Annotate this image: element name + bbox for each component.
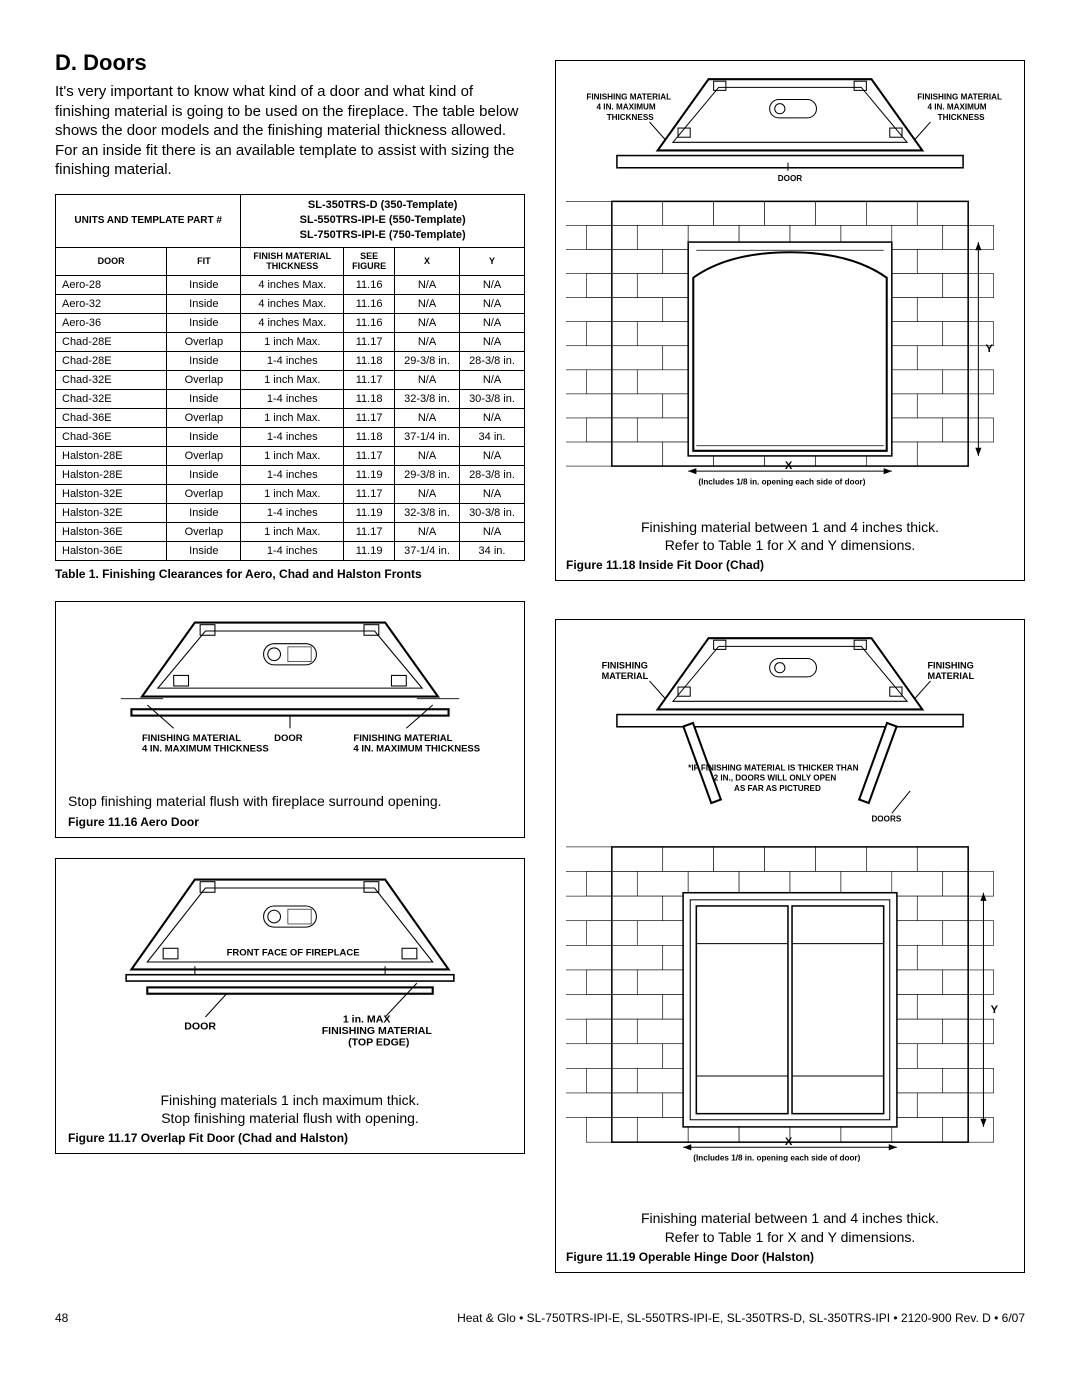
svg-text:FINISHING MATERIAL: FINISHING MATERIAL [353, 733, 452, 744]
table-row: Aero-36Inside4 inches Max.11.16N/AN/A [56, 314, 525, 333]
fig1116-caption: Figure 11.16 Aero Door [68, 815, 512, 829]
col-thickness: FINISH MATERIALTHICKNESS [241, 247, 344, 276]
figure-11-18: FINISHING MATERIAL 4 IN. MAXIMUM THICKNE… [555, 50, 1025, 589]
svg-text:AS FAR AS PICTURED: AS FAR AS PICTURED [734, 784, 821, 793]
svg-text:MATERIAL: MATERIAL [602, 671, 649, 681]
svg-text:FINISHING: FINISHING [927, 661, 973, 671]
table-row: Chad-28EInside1-4 inches11.1829-3/8 in.2… [56, 352, 525, 371]
svg-text:(TOP EDGE): (TOP EDGE) [348, 1036, 409, 1048]
table-row: Halston-36EInside1-4 inches11.1937-1/4 i… [56, 542, 525, 561]
svg-text:1 in. MAX: 1 in. MAX [343, 1013, 391, 1025]
section-paragraph: It's very important to know what kind of… [55, 82, 525, 180]
footer-text: Heat & Glo • SL-750TRS-IPI-E, SL-550TRS-… [457, 1311, 1025, 1325]
table-row: Aero-32Inside4 inches Max.11.16N/AN/A [56, 295, 525, 314]
overlap-door-diagram: FRONT FACE OF FIREPLACE DOOR 1 in. MAX F… [68, 869, 512, 1080]
figure-11-17: FRONT FACE OF FIREPLACE DOOR 1 in. MAX F… [55, 858, 525, 1155]
svg-text:Y: Y [985, 343, 993, 355]
fig1116-body: Stop finishing material flush with firep… [68, 792, 512, 810]
fig1119-body: Finishing material between 1 and 4 inche… [566, 1209, 1014, 1245]
svg-text:4 IN. MAXIMUM THICKNESS: 4 IN. MAXIMUM THICKNESS [142, 744, 269, 755]
col-fit: FIT [167, 247, 241, 276]
svg-text:DOOR: DOOR [778, 174, 803, 183]
table-row: Chad-32EOverlap1 inch Max.11.17N/AN/A [56, 371, 525, 390]
page-number: 48 [55, 1311, 68, 1325]
col-figure: SEEFIGURE [344, 247, 395, 276]
fig1117-caption: Figure 11.17 Overlap Fit Door (Chad and … [68, 1131, 512, 1145]
svg-text:FRONT FACE OF FIREPLACE: FRONT FACE OF FIREPLACE [227, 947, 360, 958]
svg-text:MATERIAL: MATERIAL [927, 671, 974, 681]
table-row: Chad-28EOverlap1 inch Max.11.17N/AN/A [56, 333, 525, 352]
svg-text:DOORS: DOORS [871, 815, 901, 824]
fig1118-body: Finishing material between 1 and 4 inche… [566, 518, 1014, 554]
svg-text:4 IN. MAXIMUM: 4 IN. MAXIMUM [597, 103, 656, 112]
halston-diagram: FINISHING MATERIAL FINISHING MATERIAL *I… [566, 628, 1014, 1198]
figure-11-16: FINISHING MATERIAL 4 IN. MAXIMUM THICKNE… [55, 601, 525, 837]
table-row: Halston-32EInside1-4 inches11.1932-3/8 i… [56, 504, 525, 523]
svg-text:FINISHING MATERIAL: FINISHING MATERIAL [586, 93, 671, 102]
svg-text:THICKNESS: THICKNESS [938, 113, 986, 122]
table-row: Halston-28EInside1-4 inches11.1929-3/8 i… [56, 466, 525, 485]
fig1119-caption: Figure 11.19 Operable Hinge Door (Halsto… [566, 1250, 1014, 1264]
hdr-units: UNITS AND TEMPLATE PART # [56, 194, 241, 247]
fig1118-caption: Figure 11.18 Inside Fit Door (Chad) [566, 558, 1014, 572]
svg-text:DOOR: DOOR [274, 733, 303, 744]
clearances-table: UNITS AND TEMPLATE PART # SL-350TRS-D (3… [55, 194, 525, 562]
svg-text:DOOR: DOOR [184, 1020, 216, 1032]
section-title: D. Doors [55, 50, 525, 76]
svg-text:2 IN., DOORS WILL ONLY OPEN: 2 IN., DOORS WILL ONLY OPEN [714, 774, 837, 783]
svg-text:X: X [785, 460, 793, 472]
table-row: Aero-28Inside4 inches Max.11.16N/AN/A [56, 276, 525, 295]
hdr-templates: SL-350TRS-D (350-Template) SL-550TRS-IPI… [241, 194, 525, 247]
svg-text:FINISHING MATERIAL: FINISHING MATERIAL [142, 733, 241, 744]
table-row: Halston-32EOverlap1 inch Max.11.17N/AN/A [56, 485, 525, 504]
right-column: FINISHING MATERIAL 4 IN. MAXIMUM THICKNE… [555, 50, 1025, 1281]
table-caption: Table 1. Finishing Clearances for Aero, … [55, 567, 525, 581]
page-footer: 48 Heat & Glo • SL-750TRS-IPI-E, SL-550T… [55, 1311, 1025, 1325]
svg-text:FINISHING MATERIAL: FINISHING MATERIAL [917, 93, 1002, 102]
svg-text:4 IN. MAXIMUM: 4 IN. MAXIMUM [927, 103, 986, 112]
svg-text:(Includes 1/8 in. opening each: (Includes 1/8 in. opening each side of d… [698, 477, 865, 486]
inside-fit-chad-diagram: FINISHING MATERIAL 4 IN. MAXIMUM THICKNE… [566, 69, 1014, 507]
left-column: D. Doors It's very important to know wha… [55, 50, 525, 1281]
aero-door-diagram: FINISHING MATERIAL 4 IN. MAXIMUM THICKNE… [68, 612, 512, 781]
table-row: Chad-36EOverlap1 inch Max.11.17N/AN/A [56, 409, 525, 428]
svg-text:FINISHING: FINISHING [602, 661, 648, 671]
svg-text:*IF FINISHING MATERIAL IS THIC: *IF FINISHING MATERIAL IS THICKER THAN [688, 764, 858, 773]
svg-text:X: X [785, 1136, 793, 1148]
table-row: Chad-36EInside1-4 inches11.1837-1/4 in.3… [56, 428, 525, 447]
svg-text:FINISHING MATERIAL: FINISHING MATERIAL [322, 1025, 433, 1037]
svg-text:THICKNESS: THICKNESS [607, 113, 655, 122]
figure-11-19: FINISHING MATERIAL FINISHING MATERIAL *I… [555, 609, 1025, 1281]
svg-text:Y: Y [991, 1004, 999, 1016]
table-row: Chad-32EInside1-4 inches11.1832-3/8 in.3… [56, 390, 525, 409]
fig1117-body: Finishing materials 1 inch maximum thick… [68, 1091, 512, 1127]
table-row: Halston-28EOverlap1 inch Max.11.17N/AN/A [56, 447, 525, 466]
svg-text:(Includes 1/8 in. opening each: (Includes 1/8 in. opening each side of d… [693, 1154, 860, 1163]
col-x: X [395, 247, 460, 276]
col-y: Y [460, 247, 525, 276]
col-door: DOOR [56, 247, 167, 276]
table-row: Halston-36EOverlap1 inch Max.11.17N/AN/A [56, 523, 525, 542]
svg-text:4 IN. MAXIMUM THICKNESS: 4 IN. MAXIMUM THICKNESS [353, 744, 480, 755]
